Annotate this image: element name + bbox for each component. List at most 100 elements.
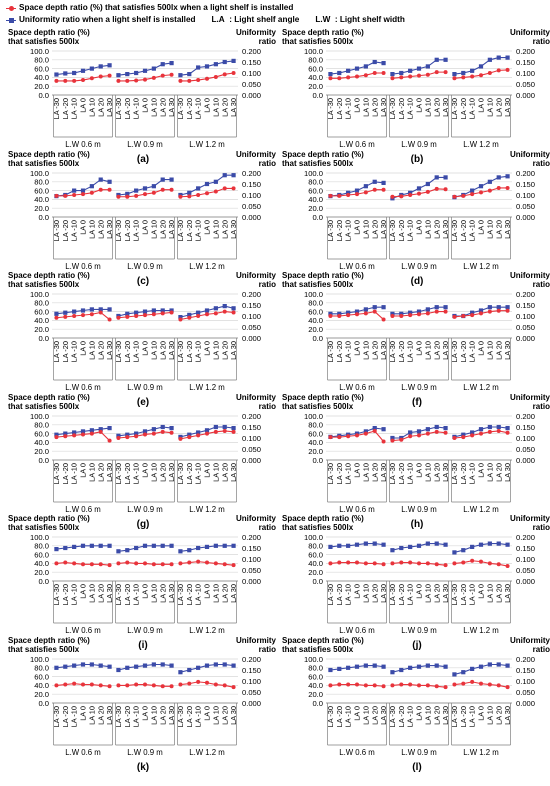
uniformity-point <box>478 542 484 547</box>
x-group-label: L.W 0.9 m <box>127 626 163 635</box>
uniformity-point <box>142 185 148 190</box>
depth-point <box>160 311 165 316</box>
y2-tick-label: 0.100 <box>516 69 535 78</box>
x-category-label: LA 0 <box>79 220 88 235</box>
x-category-label: LA -30 <box>450 584 459 605</box>
depth-point <box>505 684 510 689</box>
chart-panel: Space depth ratio (%) that satisfies 500l… <box>280 271 550 408</box>
depth-point <box>346 682 351 687</box>
depth-point <box>337 682 342 687</box>
x-group-label: L.W 0.9 m <box>127 505 163 514</box>
x-category-label: LA -20 <box>397 98 406 119</box>
depth-point <box>487 429 492 434</box>
legend: Space depth ratio (%) that satisfies 500… <box>6 2 546 26</box>
y2-axis-title: Uniformity ratio <box>236 635 276 654</box>
uniformity-point <box>346 665 351 670</box>
depth-point <box>125 434 130 439</box>
chart-panel: Space depth ratio (%) that satisfies 500l… <box>6 150 280 287</box>
y-tick-label: 20.0 <box>308 447 323 456</box>
uniformity-point <box>72 429 77 435</box>
y-tick-label: 100.0 <box>30 290 49 299</box>
uniformity-point <box>381 180 386 185</box>
panel-label: (i) <box>138 640 148 651</box>
y-tick-label: 80.0 <box>308 177 323 186</box>
x-category-label: LA -30 <box>52 341 61 362</box>
depth-point <box>328 314 333 318</box>
x-category-label: LA -10 <box>468 98 477 119</box>
uniformity-point <box>231 425 236 430</box>
x-category-label: LA 20 <box>494 341 503 360</box>
x-category-label: LA -30 <box>388 584 397 605</box>
uniformity-point <box>222 543 227 548</box>
depth-point <box>160 562 165 567</box>
x-category-label: LA -10 <box>406 341 415 362</box>
x-category-label: LA -30 <box>176 98 185 119</box>
x-category-label: LA -10 <box>132 98 141 119</box>
depth-point <box>72 78 77 83</box>
y2-tick-label: 0.100 <box>242 555 261 564</box>
x-category-label: LA 20 <box>220 584 229 603</box>
uniformity-point <box>425 64 430 69</box>
depth-point <box>134 682 139 687</box>
x-category-label: LA 10 <box>361 584 370 603</box>
depth-point <box>363 682 368 687</box>
y-tick-label: 40.0 <box>34 73 49 82</box>
uniformity-point <box>470 429 475 435</box>
x-category-label: LA 0 <box>415 98 424 113</box>
y-axis-title: Space depth ratio (%) that satisfies 500l… <box>282 149 364 168</box>
uniformity-point <box>98 543 103 548</box>
y-tick-label: 100.0 <box>304 168 323 177</box>
y2-axis-title: Uniformity ratio <box>236 271 276 289</box>
uniformity-point <box>213 661 218 667</box>
x-category-label: LA -20 <box>397 463 406 484</box>
depth-point <box>98 74 103 79</box>
y-tick-label: 20.0 <box>308 325 323 334</box>
depth-point <box>355 74 359 79</box>
y2-tick-label: 0.050 <box>242 80 261 89</box>
y-tick-label: 80.0 <box>34 420 49 429</box>
depth-point <box>487 71 492 75</box>
depth-point <box>381 562 386 567</box>
uniformity-point <box>231 172 236 177</box>
legend-uniformity: Uniformity ratio when a light shelf is i… <box>6 14 546 26</box>
x-category-label: LA -10 <box>70 584 79 605</box>
uniformity-point <box>204 427 210 432</box>
uniformity-point <box>434 174 439 179</box>
x-category-label: LA 20 <box>432 584 441 603</box>
x-category-label: LA 0 <box>353 706 362 721</box>
y-tick-label: 60.0 <box>34 672 49 681</box>
depth-point <box>222 309 227 314</box>
depth-point <box>363 189 368 194</box>
y2-tick-label: 0.000 <box>242 455 261 464</box>
uniformity-point <box>496 661 501 667</box>
uniformity-point <box>505 663 510 668</box>
depth-point <box>417 432 421 437</box>
depth-point <box>452 561 457 566</box>
x-category-label: LA 10 <box>361 341 370 360</box>
x-category-label: LA -20 <box>459 463 468 484</box>
uniformity-point <box>487 179 492 184</box>
depth-point <box>72 192 77 197</box>
y-tick-label: 60.0 <box>308 307 323 316</box>
depth-point <box>434 683 439 688</box>
x-category-label: LA 10 <box>149 341 158 360</box>
uniformity-point <box>178 73 183 78</box>
uniformity-point <box>505 173 510 178</box>
depth-point <box>443 186 448 191</box>
depth-point <box>54 315 59 320</box>
y-tick-label: 80.0 <box>308 663 323 672</box>
legend-depth-marker-icon <box>6 4 16 12</box>
x-category-label: LA 0 <box>203 584 212 599</box>
x-category-label: LA 20 <box>158 341 167 360</box>
depth-point <box>452 194 457 199</box>
y-tick-label: 60.0 <box>34 64 49 73</box>
y2-tick-label: 0.100 <box>516 190 535 199</box>
depth-point <box>134 433 139 438</box>
y2-tick-label: 0.050 <box>516 201 535 210</box>
uniformity-point <box>372 305 377 310</box>
depth-point <box>205 190 209 195</box>
depth-point <box>63 193 68 198</box>
x-category-label: LA -30 <box>114 220 123 241</box>
